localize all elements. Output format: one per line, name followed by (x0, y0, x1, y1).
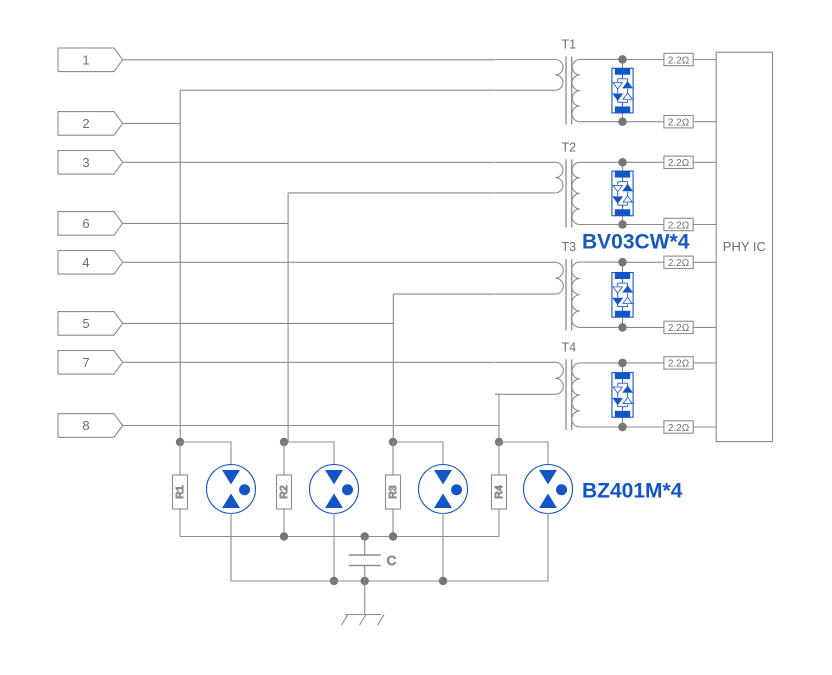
svg-text:T1: T1 (562, 37, 577, 51)
svg-text:R1: R1 (174, 485, 186, 499)
svg-text:T3: T3 (562, 240, 577, 254)
svg-text:2.2Ω: 2.2Ω (668, 359, 690, 370)
svg-text:PHY IC: PHY IC (723, 239, 766, 254)
svg-text:1: 1 (82, 52, 89, 67)
svg-text:6: 6 (82, 216, 89, 231)
svg-text:2.2Ω: 2.2Ω (668, 55, 690, 66)
svg-text:R2: R2 (278, 485, 290, 499)
svg-text:R4: R4 (493, 485, 505, 499)
svg-text:C: C (387, 553, 396, 568)
svg-text:2.2Ω: 2.2Ω (668, 258, 690, 269)
svg-text:2.2Ω: 2.2Ω (668, 423, 690, 434)
svg-text:BZ401M*4: BZ401M*4 (582, 480, 683, 503)
svg-text:2: 2 (82, 116, 89, 131)
svg-text:BV03CW*4: BV03CW*4 (582, 231, 690, 254)
svg-text:2.2Ω: 2.2Ω (668, 158, 690, 169)
svg-text:5: 5 (82, 316, 89, 331)
svg-text:T4: T4 (562, 340, 577, 354)
svg-text:2.2Ω: 2.2Ω (668, 118, 690, 129)
svg-text:R3: R3 (387, 485, 399, 499)
svg-text:7: 7 (82, 355, 89, 370)
svg-text:T2: T2 (562, 140, 577, 154)
svg-text:2.2Ω: 2.2Ω (668, 323, 690, 334)
svg-text:8: 8 (82, 418, 89, 433)
svg-text:4: 4 (82, 255, 89, 270)
svg-text:3: 3 (82, 155, 89, 170)
